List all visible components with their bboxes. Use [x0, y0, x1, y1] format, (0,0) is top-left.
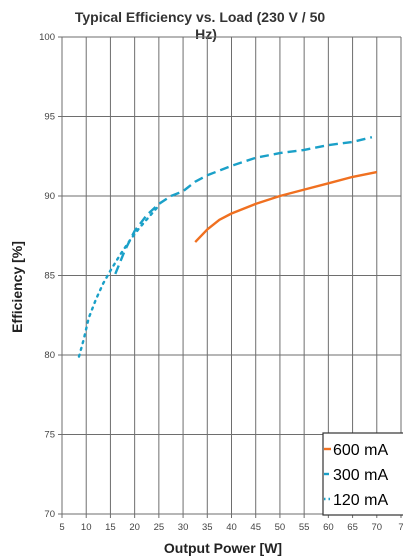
legend-box [322, 432, 403, 516]
y-tick-label: 70 [44, 509, 55, 520]
x-tick-label: 20 [129, 522, 140, 533]
series-line-300-ma [114, 136, 373, 275]
x-tick-label: 25 [154, 522, 165, 533]
legend-label: 300 mA [333, 467, 388, 484]
x-tick-label: 40 [226, 522, 237, 533]
x-tick-label: 30 [178, 522, 189, 533]
x-tick-label: 70 [371, 522, 382, 533]
legend: 600 mA 300 mA 120 mA [322, 432, 403, 516]
x-tick-label: 60 [323, 522, 334, 533]
grid-lines [58, 36, 402, 518]
series-line-600-ma [194, 170, 378, 243]
y-tick-label: 80 [44, 350, 55, 361]
x-tick-label: 35 [202, 522, 213, 533]
y-tick-label: 90 [44, 191, 55, 202]
x-tick-label: 45 [250, 522, 261, 533]
y-tick-label: 95 [44, 112, 55, 123]
y-axis-title: Efficiency [%] [9, 241, 25, 333]
x-tick-label: 10 [81, 522, 92, 533]
x-tick-label: 65 [347, 522, 358, 533]
legend-label: 600 mA [333, 442, 388, 459]
chart-title-line-1: Typical Efficiency vs. Load (230 V / 50 [75, 9, 326, 25]
y-tick-label: 100 [39, 32, 55, 43]
y-tick-label: 85 [44, 271, 55, 282]
chart-title-line-2: Hz) [195, 26, 217, 42]
tick-labels: 5 10 15 20 25 30 35 40 45 50 55 60 65 70 7 70 75 80 85 90 95… [39, 32, 403, 533]
x-tick-label: 5 [59, 522, 64, 533]
x-axis-title: Output Power [W] [164, 540, 282, 556]
x-tick-label: 15 [105, 522, 116, 533]
legend-label: 120 mA [333, 492, 388, 509]
series-line-120-ma [77, 204, 161, 358]
series-lines [77, 136, 378, 358]
y-tick-label: 75 [44, 430, 55, 441]
x-tick-label: 7 [398, 522, 403, 533]
x-tick-label: 55 [299, 522, 310, 533]
x-tick-label: 50 [275, 522, 286, 533]
